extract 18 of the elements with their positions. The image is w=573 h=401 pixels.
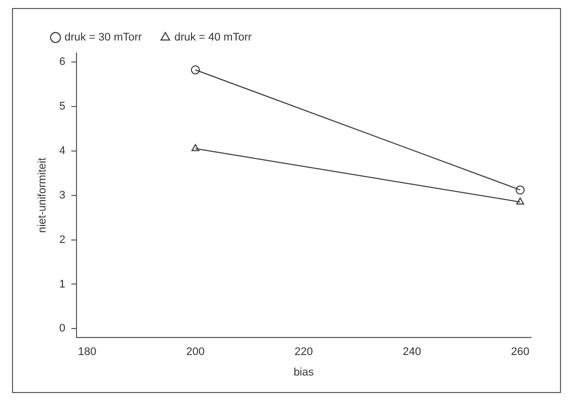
y-axis-title: niet-uniformiteit <box>36 158 49 233</box>
y-tick-label: 3 <box>59 189 66 202</box>
x-tick-label: 240 <box>402 346 422 358</box>
x-tick-label: 200 <box>186 346 205 358</box>
legend-label: druk = 30 mTorr <box>64 32 142 44</box>
y-tick-label: 6 <box>59 56 66 68</box>
y-tick-label: 0 <box>59 322 66 335</box>
x-tick-label: 260 <box>510 346 530 358</box>
legend-label: druk = 40 mTorr <box>174 32 252 44</box>
point <box>516 185 525 194</box>
y-tick-label: 4 <box>59 144 66 157</box>
x-tick-label: 220 <box>294 346 313 358</box>
x-tick-label: 180 <box>78 346 96 358</box>
y-tick-label: 2 <box>59 234 66 246</box>
x-axis-title: bias <box>294 366 314 378</box>
y-tick-label: 5 <box>59 100 66 112</box>
point <box>190 65 200 74</box>
y-tick-label: 1 <box>59 278 66 290</box>
